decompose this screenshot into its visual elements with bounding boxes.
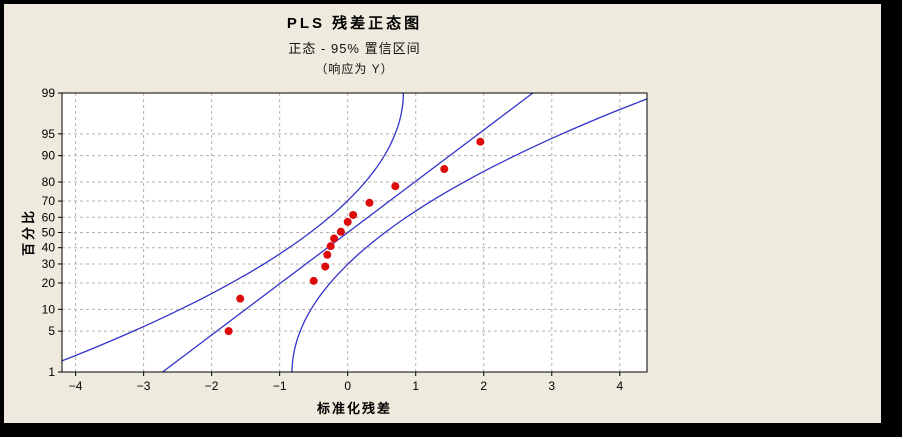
- y-tick-label: 95: [42, 127, 56, 141]
- data-point: [224, 327, 233, 336]
- data-point: [323, 250, 332, 259]
- data-point: [391, 182, 400, 191]
- data-point: [236, 294, 245, 303]
- chart-title: PLS 残差正态图: [286, 15, 423, 32]
- data-point: [330, 234, 339, 243]
- x-tick-label: −3: [137, 379, 151, 393]
- data-point: [476, 137, 485, 146]
- x-axis-label: 标准化残差: [316, 401, 392, 416]
- x-tick-label: 4: [616, 379, 623, 393]
- x-tick-label: 2: [480, 379, 487, 393]
- x-tick-label: 1: [412, 379, 419, 393]
- x-tick-label: 3: [548, 379, 555, 393]
- y-tick-label: 20: [42, 276, 56, 290]
- data-point: [336, 227, 345, 236]
- data-point: [321, 262, 330, 271]
- data-point: [440, 165, 449, 174]
- data-point: [326, 242, 335, 251]
- y-tick-label: 90: [42, 149, 56, 163]
- y-tick-label: 30: [42, 257, 56, 271]
- data-point: [343, 217, 352, 226]
- y-tick-label: 99: [42, 86, 56, 100]
- x-tick-label: −2: [205, 379, 219, 393]
- x-tick-label: 0: [344, 379, 351, 393]
- confidence-band-lower: [291, 98, 647, 372]
- fit-line: [162, 93, 534, 372]
- y-tick-label: 1: [48, 365, 55, 379]
- data-point: [349, 210, 358, 219]
- x-tick-label: −4: [69, 379, 83, 393]
- y-tick-label: 70: [42, 194, 56, 208]
- chart-response-note: （响应为 Y）: [315, 62, 394, 76]
- chart-subtitle: 正态 - 95% 置信区间: [288, 41, 421, 56]
- y-tick-label: 50: [42, 226, 56, 240]
- y-tick-label: 10: [42, 302, 56, 316]
- x-tick-label: −1: [273, 379, 287, 393]
- y-tick-label: 80: [42, 175, 56, 189]
- data-point: [365, 198, 374, 207]
- y-tick-label: 40: [42, 241, 56, 255]
- y-tick-label: 5: [48, 324, 55, 338]
- figure-canvas: PLS 残差正态图 正态 - 95% 置信区间 （响应为 Y） 百分比 标准化残…: [4, 4, 881, 423]
- y-tick-label: 60: [42, 210, 56, 224]
- data-point: [309, 276, 318, 285]
- confidence-band-upper: [62, 93, 405, 362]
